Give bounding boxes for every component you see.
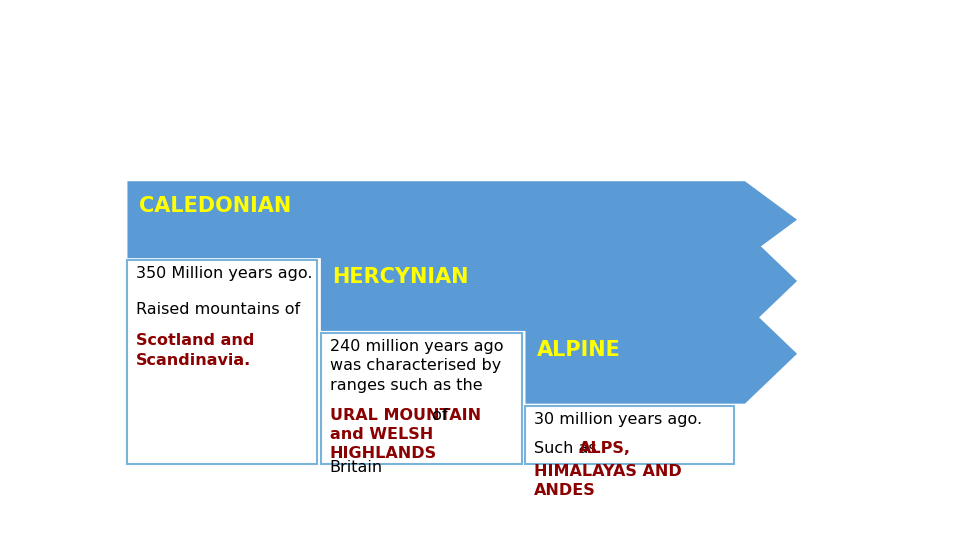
Text: HERCYNIAN: HERCYNIAN (332, 267, 468, 287)
Polygon shape (321, 231, 797, 331)
FancyBboxPatch shape (128, 260, 317, 464)
Text: Britain: Britain (330, 460, 383, 475)
Polygon shape (525, 304, 797, 404)
Text: 30 million years ago.: 30 million years ago. (535, 412, 703, 427)
Polygon shape (128, 181, 797, 258)
Text: Such as: Such as (535, 441, 602, 456)
Text: Scotland and
Scandinavia.: Scotland and Scandinavia. (136, 333, 254, 368)
Text: ALPINE: ALPINE (537, 340, 620, 360)
Text: of: of (427, 408, 447, 423)
FancyBboxPatch shape (525, 406, 733, 464)
FancyBboxPatch shape (321, 333, 522, 464)
Text: 350 Million years ago.: 350 Million years ago. (136, 266, 313, 281)
Text: URAL MOUNTAIN
and WELSH
HIGHLANDS: URAL MOUNTAIN and WELSH HIGHLANDS (330, 408, 481, 461)
Text: Raised mountains of: Raised mountains of (136, 302, 300, 317)
Text: 240 million years ago
was characterised by
ranges such as the: 240 million years ago was characterised … (330, 339, 503, 393)
Text: HIMALAYAS AND
ANDES: HIMALAYAS AND ANDES (535, 464, 683, 498)
Text: CALEDONIAN: CALEDONIAN (138, 196, 291, 216)
Text: ALPS,: ALPS, (579, 441, 631, 456)
